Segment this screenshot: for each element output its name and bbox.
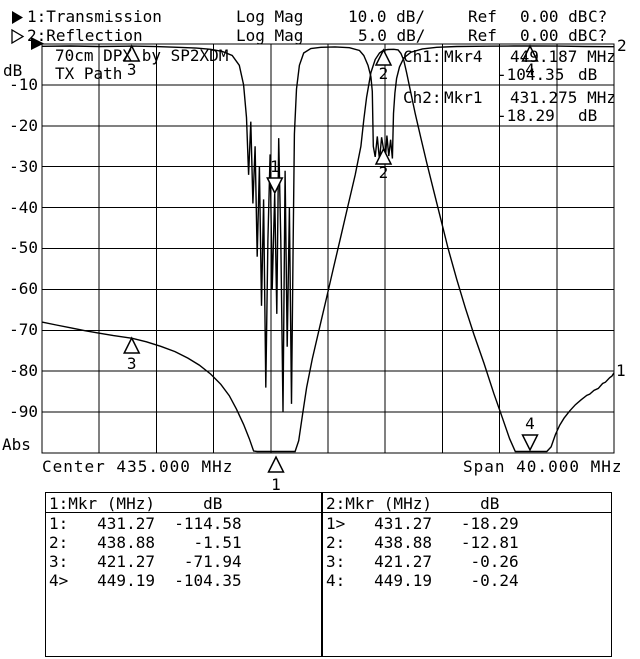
trace-1-transmission (41, 48, 615, 453)
ch2-readout-marker: Mkr1 (444, 88, 483, 107)
marker-table-ch2-header: 2:Mkr (MHz) dB (323, 493, 611, 513)
y-tick-label: -20 (9, 116, 38, 135)
marker-table-row: 2: 438.88 -12.81 (326, 533, 519, 552)
trace-2-reflection (41, 45, 615, 413)
marker-triangle-icon (122, 336, 141, 354)
marker-triangle-icon (374, 48, 393, 66)
marker-number-label: 3 (127, 60, 137, 79)
ch1-readout-prefix: Ch1: (403, 47, 442, 66)
y-tick-label: -10 (9, 75, 38, 94)
marker-number-label: 4 (525, 414, 535, 433)
channel2-label: 2:Reflection (27, 26, 143, 45)
trace-end-label: 2 (617, 36, 627, 55)
marker-triangle-icon (122, 44, 141, 62)
marker-table-row: 1: 431.27 -114.58 (49, 514, 242, 533)
marker-triangle-icon (521, 434, 539, 452)
marker-table-row: 4: 449.19 -0.24 (326, 571, 519, 590)
marker-number-label: 2 (379, 64, 389, 83)
y-tick-label: -60 (9, 279, 38, 298)
marker-table-row: 3: 421.27 -71.94 (49, 552, 242, 571)
channel2-format: Log Mag (236, 26, 304, 45)
channel1-ref-value: 0.00 dB (520, 7, 588, 26)
marker-triangle-icon (374, 147, 393, 165)
ch2-readout-value: -18.29 (497, 106, 555, 125)
annotation-path: TX Path (55, 64, 123, 83)
channel2-cal-status: C? (588, 26, 608, 45)
channel2-ref-label: Ref (468, 26, 497, 45)
marker-number-label: 1 (270, 157, 280, 176)
marker-table-ch1-header: 1:Mkr (MHz) dB (46, 493, 321, 513)
y-tick-label: -30 (9, 157, 38, 176)
y-tick-label: -70 (9, 320, 38, 339)
marker-number-label: 2 (379, 163, 389, 182)
ch2-readout-prefix: Ch2: (403, 88, 442, 107)
center-frequency-label: Center 435.000 MHz (42, 457, 234, 476)
y-axis-bottom-label: Abs (2, 435, 31, 454)
channel1-cal-status: C? (588, 7, 608, 26)
channel1-active-arrow-icon (12, 11, 23, 24)
ch2-readout-unit: dB (578, 106, 598, 125)
channel2-ref-value: 0.00 dB (520, 26, 588, 45)
marker-table-row: 4> 449.19 -104.35 (49, 571, 242, 590)
marker-table-row: 3: 421.27 -0.26 (326, 552, 519, 571)
annotation-title: 70cm DPX by SP2XDM (55, 46, 229, 65)
channel1-scale: 10.0 dB/ (348, 7, 426, 26)
marker-number-label: 3 (127, 354, 137, 373)
ch1-readout-freq: 449.187 MHz (510, 47, 616, 66)
y-tick-label: -50 (9, 238, 38, 257)
marker-table-row: 1> 431.27 -18.29 (326, 514, 519, 533)
y-tick-label: -90 (9, 402, 38, 421)
y-axis-unit-label: dB (3, 61, 23, 80)
ref-level-arrow-icon (31, 37, 44, 50)
marker-table-row: 2: 438.88 -1.51 (49, 533, 242, 552)
ch1-readout-value: -104.35 (497, 65, 565, 84)
marker-table-ch1: 1:Mkr (MHz) dB 1: 431.27 -114.58 2: 438.… (45, 492, 322, 657)
y-tick-label: -40 (9, 198, 38, 217)
trace-end-label: 1 (616, 361, 626, 380)
marker-table-ch2: 2:Mkr (MHz) dB 1> 431.27 -18.29 2: 438.8… (322, 492, 612, 657)
channel2-scale: 5.0 dB/ (358, 26, 426, 45)
marker-triangle-icon (521, 44, 539, 62)
ch1-readout-marker: Mkr4 (444, 47, 483, 66)
marker-triangle-icon (267, 455, 285, 473)
marker-triangle-icon (266, 177, 284, 195)
span-label: Span 40.000 MHz (463, 457, 623, 476)
marker-number-label: 1 (271, 475, 281, 494)
channel2-arrow-icon (11, 29, 25, 45)
marker-number-label: 4 (525, 60, 535, 79)
y-tick-label: -80 (9, 361, 38, 380)
channel1-label: 1:Transmission (27, 7, 162, 26)
ch1-readout-unit: dB (578, 65, 598, 84)
ch2-readout-freq: 431.275 MHz (510, 88, 616, 107)
channel1-ref-label: Ref (468, 7, 497, 26)
channel1-format: Log Mag (236, 7, 304, 26)
